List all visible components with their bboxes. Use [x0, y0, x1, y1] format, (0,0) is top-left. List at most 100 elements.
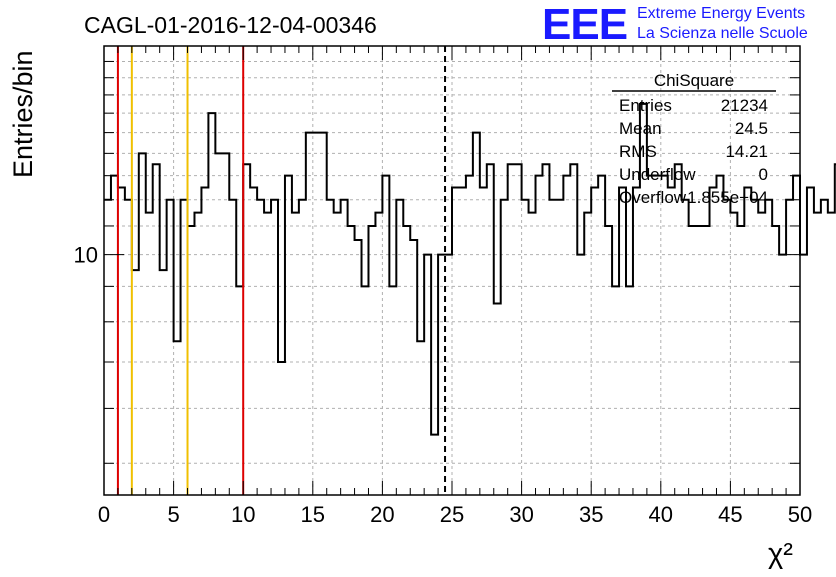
histogram-bin: [167, 200, 174, 495]
histogram-bin: [626, 286, 633, 495]
histogram-bin: [271, 200, 278, 495]
histogram-bin: [410, 240, 417, 495]
eee-logo-line2: La Scienza nelle Scuole: [637, 25, 808, 42]
histogram-bin: [605, 226, 612, 495]
chart-title: CAGL-01-2016-12-04-00346: [84, 12, 377, 38]
histogram-bin: [598, 176, 605, 495]
stats-label: Entries: [619, 96, 672, 115]
histogram-bin: [160, 270, 167, 495]
histogram-bin: [382, 176, 389, 495]
histogram-bin: [689, 226, 696, 495]
histogram-bin: [355, 240, 362, 495]
histogram-bin: [348, 226, 355, 495]
histogram-bin: [368, 226, 375, 495]
eee-logo: EEE Extreme Energy Events La Scienza nel…: [542, 0, 808, 49]
histogram-bin: [452, 187, 459, 495]
histogram-bin: [744, 187, 751, 495]
histogram-bin: [396, 200, 403, 495]
histogram-bin: [800, 255, 807, 495]
histogram-bin: [668, 187, 675, 495]
histogram-bin: [696, 226, 703, 495]
histogram-bin: [577, 255, 584, 495]
histogram-bin: [229, 200, 236, 495]
histogram-bin: [264, 213, 271, 495]
histogram-bin: [201, 187, 208, 495]
histogram-bars: [104, 102, 836, 495]
histogram-bin: [445, 255, 452, 495]
histogram-bin: [480, 187, 487, 495]
histogram-bin: [508, 164, 515, 495]
histogram-bin: [236, 286, 243, 495]
x-tick-label: 35: [579, 502, 603, 527]
y-axis-label: Entries/bin: [8, 50, 38, 178]
histogram-bin: [438, 255, 445, 495]
x-tick-label: 15: [301, 502, 325, 527]
histogram-bin: [146, 213, 153, 495]
histogram-bin: [403, 226, 410, 495]
histogram-bin: [494, 304, 501, 495]
histogram-bin: [515, 164, 522, 495]
histogram-bin: [188, 226, 195, 495]
histogram-bin: [793, 176, 800, 495]
histogram-bin: [661, 176, 668, 495]
histogram-bin: [821, 200, 828, 495]
x-tick-label: 5: [167, 502, 179, 527]
histogram-bin: [619, 187, 626, 495]
histogram-bin: [362, 286, 369, 495]
histogram-bin: [208, 113, 215, 495]
stats-row-underflow: Underflow 0: [619, 165, 768, 184]
stats-label: Mean: [619, 119, 662, 138]
vertical-marker-lines: [116, 46, 447, 495]
eee-logo-line1: Extreme Energy Events: [637, 5, 805, 22]
histogram-bin: [723, 200, 730, 495]
histogram-bin: [104, 200, 111, 495]
histogram-bin: [758, 213, 765, 495]
histogram-bin: [459, 187, 466, 495]
stats-value: 24.5: [735, 119, 768, 138]
histogram-bin: [563, 176, 570, 495]
histogram-bin: [772, 226, 779, 495]
x-tick-label: 10: [231, 502, 255, 527]
tick-labels: 0 5 10 15 20 25 30 35 40 45 50 10: [74, 243, 813, 527]
x-tick-label: 25: [440, 502, 464, 527]
histogram-bin: [111, 176, 118, 495]
stats-row-mean: Mean 24.5: [619, 119, 768, 138]
histogram-bin: [222, 153, 229, 495]
x-tick-label: 40: [649, 502, 673, 527]
histogram-bin: [174, 341, 181, 495]
histogram-bin: [487, 164, 494, 495]
histogram-bin: [536, 176, 543, 495]
histogram-bin: [285, 176, 292, 495]
histogram-bin: [299, 200, 306, 495]
histogram-bin: [529, 213, 536, 495]
histogram-bin: [570, 164, 577, 495]
x-tick-label: 30: [509, 502, 533, 527]
stats-label: Underflow: [619, 165, 696, 184]
histogram-bin: [341, 200, 348, 495]
histogram-bin: [549, 200, 556, 495]
histogram-bin: [612, 286, 619, 495]
histogram-bin: [814, 213, 821, 495]
histogram-bin: [584, 213, 591, 495]
histogram-bin: [417, 341, 424, 495]
histogram-bin: [522, 200, 529, 495]
histogram-bin: [730, 213, 737, 495]
histogram-bin: [313, 133, 320, 495]
stats-label: RMS: [619, 142, 657, 161]
stats-label: Overflow: [619, 188, 687, 207]
histogram-bin: [243, 164, 250, 495]
histogram-bin: [751, 200, 758, 495]
histogram-bin: [591, 187, 598, 495]
histogram-bin: [710, 187, 717, 495]
x-tick-label: 45: [718, 502, 742, 527]
histogram-bin: [153, 164, 160, 495]
histogram-bin: [181, 200, 188, 495]
histogram-bin: [139, 153, 146, 495]
histogram-bin: [473, 133, 480, 495]
histogram-bin: [779, 255, 786, 495]
histogram-bin: [654, 176, 661, 495]
histogram-bin: [765, 200, 772, 495]
histogram-bin: [215, 153, 222, 495]
histogram-bin: [132, 270, 139, 495]
